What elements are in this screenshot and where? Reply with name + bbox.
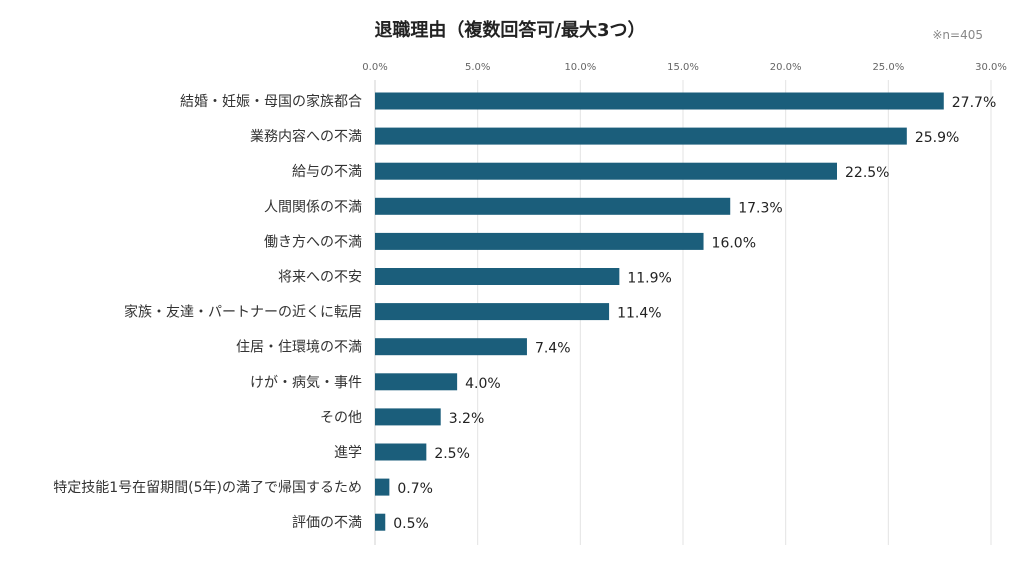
value-label: 27.7% (952, 95, 996, 111)
bar (375, 478, 390, 496)
value-label: 4.0% (465, 376, 501, 392)
bar (375, 303, 610, 321)
category-label: その他 (320, 410, 362, 426)
bar (375, 162, 837, 180)
value-label: 17.3% (738, 200, 782, 216)
bar (375, 513, 386, 531)
x-tick-label: 10.0% (564, 62, 596, 73)
category-label: 働き方への不満 (264, 234, 362, 250)
x-tick-label: 5.0% (465, 62, 490, 73)
bar (375, 127, 907, 145)
x-tick-label: 30.0% (975, 62, 1007, 73)
category-label: 特定技能1号在留期間(5年)の満了で帰国するため (53, 479, 362, 496)
category-label: 将来への不安 (278, 270, 362, 286)
x-tick-label: 15.0% (667, 62, 699, 73)
value-label: 0.7% (397, 481, 433, 497)
category-label: 人間関係の不満 (264, 199, 362, 215)
category-label: 業務内容への不満 (250, 128, 362, 145)
value-label: 2.5% (434, 446, 470, 462)
category-label: 家族・友達・パートナーの近くに転居 (124, 304, 362, 321)
value-label: 16.0% (712, 235, 756, 251)
bar (375, 443, 427, 461)
bar (375, 408, 441, 426)
category-label: 進学 (334, 445, 362, 461)
value-label: 22.5% (845, 165, 889, 181)
bar (375, 232, 704, 250)
value-label: 11.4% (617, 306, 661, 322)
x-tick-label: 20.0% (770, 62, 802, 73)
x-tick-label: 25.0% (872, 62, 904, 73)
bar (375, 92, 944, 110)
chart-title: 退職理由（複数回答可/最大3つ） (374, 19, 645, 41)
category-label: 給与の不満 (292, 164, 362, 180)
value-label: 3.2% (449, 411, 485, 427)
bar (375, 197, 731, 215)
value-label: 25.9% (915, 130, 959, 146)
value-label: 11.9% (627, 271, 671, 287)
category-label: けが・病気・事件 (250, 375, 362, 391)
category-label: 住居・住環境の不満 (236, 340, 362, 356)
category-label: 評価の不満 (292, 515, 362, 531)
bar (375, 373, 458, 391)
value-label: 7.4% (535, 341, 571, 357)
sample-size-note: ※n=405 (932, 28, 983, 42)
category-label: 結婚・妊娠・母国の家族都合 (180, 93, 362, 110)
bar (375, 268, 620, 285)
bar (375, 338, 527, 356)
x-tick-label: 0.0% (362, 62, 387, 73)
value-label: 0.5% (393, 516, 429, 532)
